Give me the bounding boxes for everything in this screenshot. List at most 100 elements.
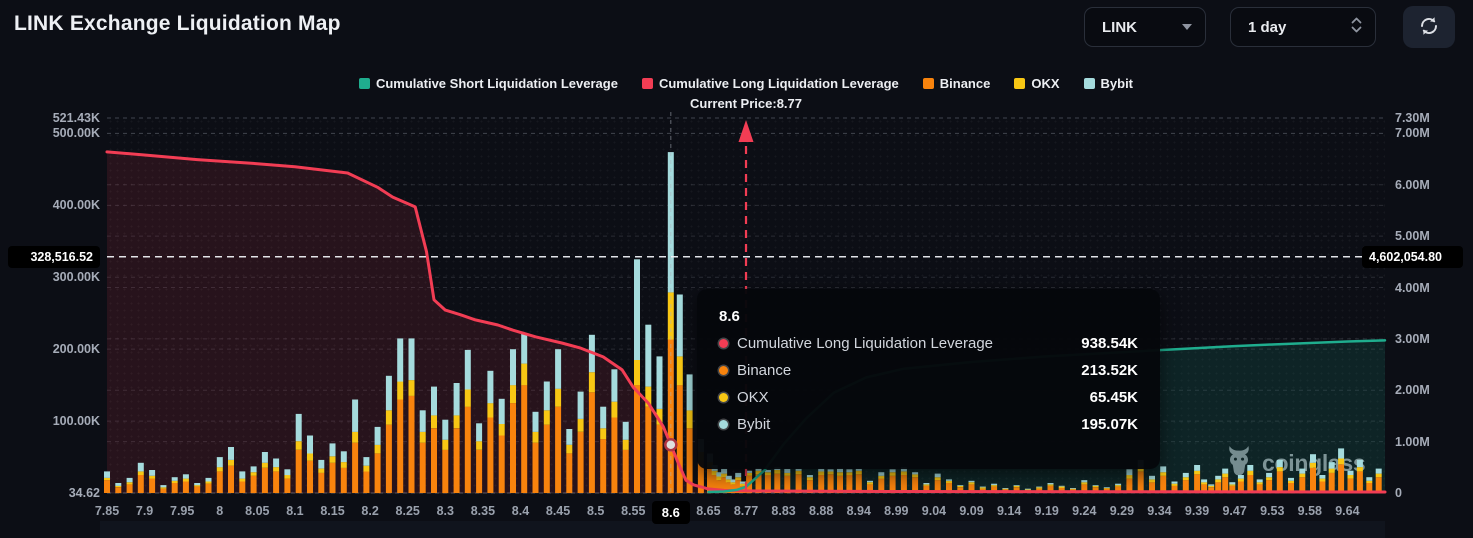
bar-segment-okx[interactable] [795,470,802,475]
bar-segment-bybit[interactable] [725,475,732,480]
bar-segment-bybit[interactable] [374,426,381,445]
bar-segment-okx[interactable] [453,415,460,429]
bar-segment-binance[interactable] [934,480,941,493]
bar-segment-bybit[interactable] [1013,485,1020,486]
bar-segment-bybit[interactable] [634,259,640,360]
bar-segment-bybit[interactable] [194,483,201,486]
bar-segment-bybit[interactable] [1299,468,1306,474]
bar-segment-binance[interactable] [385,424,392,493]
bar-segment-binance[interactable] [686,428,693,493]
bar-segment-okx[interactable] [352,431,359,443]
bar-segment-binance[interactable] [818,475,825,493]
bar-segment-binance[interactable] [1247,475,1254,493]
legend-item-okx[interactable]: OKX [1014,76,1060,91]
bar-segment-binance[interactable] [1215,482,1222,493]
bar-segment-okx[interactable] [1319,478,1326,482]
bar-segment-okx[interactable] [1137,467,1144,472]
bar-segment-binance[interactable] [1115,486,1122,494]
bar-segment-binance[interactable] [1375,477,1382,493]
bar-segment-okx[interactable] [735,477,742,481]
bar-segment-bybit[interactable] [1256,479,1263,483]
bar-segment-okx[interactable] [284,475,291,479]
bar-segment-okx[interactable] [1182,477,1189,481]
bar-segment-okx[interactable] [160,487,167,489]
bar-segment-bybit[interactable] [555,349,562,389]
bar-segment-bybit[interactable] [878,472,885,476]
bar-segment-binance[interactable] [1276,471,1283,493]
bar-segment-bybit[interactable] [934,473,941,478]
bar-segment-bybit[interactable] [1276,459,1283,468]
bar-segment-bybit[interactable] [721,468,728,474]
bar-segment-bybit[interactable] [946,479,952,481]
bar-segment-bybit[interactable] [1356,459,1363,468]
bar-segment-binance[interactable] [1182,480,1189,493]
bar-segment-okx[interactable] [900,471,907,475]
bar-segment-bybit[interactable] [784,468,791,473]
bar-segment-binance[interactable] [442,449,449,494]
bar-segment-bybit[interactable] [115,483,122,486]
bar-segment-bybit[interactable] [846,469,853,473]
bar-segment-okx[interactable] [725,479,732,483]
bar-segment-bybit[interactable] [1328,462,1335,469]
bar-segment-okx[interactable] [1247,470,1254,475]
bar-segment-binance[interactable] [656,424,663,493]
bar-segment-okx[interactable] [1229,484,1236,486]
bar-segment-bybit[interactable] [532,411,539,432]
bar-segment-bybit[interactable] [1002,488,1009,489]
bar-segment-bybit[interactable] [329,443,336,457]
bar-segment-okx[interactable] [855,470,862,475]
bar-segment-bybit[interactable] [795,468,802,471]
bar-segment-binance[interactable] [555,406,562,493]
bar-segment-binance[interactable] [634,385,640,493]
bar-segment-okx[interactable] [385,410,392,425]
bar-segment-okx[interactable] [464,389,471,407]
bar-segment-okx[interactable] [1092,485,1099,488]
bar-segment-bybit[interactable] [1247,465,1254,471]
bar-segment-bybit[interactable] [104,471,110,478]
bar-segment-binance[interactable] [521,385,528,493]
bar-segment-binance[interactable] [1171,485,1178,493]
bar-segment-bybit[interactable] [1310,454,1316,463]
bar-segment-binance[interactable] [1319,481,1326,494]
bar-segment-binance[interactable] [1201,484,1208,493]
bar-segment-bybit[interactable] [889,469,896,473]
bar-segment-binance[interactable] [711,475,718,493]
bar-segment-bybit[interactable] [1201,479,1208,483]
bar-segment-binance[interactable] [764,475,771,493]
bar-segment-binance[interactable] [846,475,853,493]
bar-segment-binance[interactable] [900,475,907,493]
bar-segment-bybit[interactable] [1288,477,1294,481]
bar-segment-okx[interactable] [419,431,426,443]
legend-item-cumulative-short[interactable]: Cumulative Short Liquidation Leverage [358,76,618,91]
bar-segment-okx[interactable] [1070,488,1076,490]
bar-segment-okx[interactable] [923,484,930,486]
bar-segment-okx[interactable] [1160,472,1167,476]
bar-segment-binance[interactable] [1328,472,1335,493]
bar-segment-okx[interactable] [431,415,437,429]
bar-segment-bybit[interactable] [837,467,843,473]
bar-segment-bybit[interactable] [991,483,998,486]
bar-segment-okx[interactable] [1356,467,1363,472]
bar-segment-okx[interactable] [273,467,280,472]
bar-segment-okx[interactable] [716,476,723,481]
bar-segment-okx[interactable] [1256,482,1263,485]
bar-segment-binance[interactable] [622,449,629,494]
bar-segment-binance[interactable] [1047,485,1054,493]
bar-segment-bybit[interactable] [1237,475,1244,479]
bar-segment-okx[interactable] [532,431,539,443]
bar-segment-binance[interactable] [340,467,347,494]
bar-segment-okx[interactable] [137,471,144,475]
bar-segment-bybit[interactable] [363,457,370,466]
bar-segment-bybit[interactable] [239,471,246,479]
bar-segment-bybit[interactable] [487,370,494,404]
bar-segment-binance[interactable] [194,486,201,494]
bar-segment-okx[interactable] [656,408,663,425]
bar-segment-okx[interactable] [730,482,737,485]
bar-segment-bybit[interactable] [1347,470,1354,475]
bar-segment-okx[interactable] [588,372,595,393]
bar-segment-bybit[interactable] [979,486,986,488]
bar-segment-okx[interactable] [1058,486,1065,488]
bar-segment-okx[interactable] [818,471,825,475]
bar-segment-bybit[interactable] [1338,448,1345,459]
bar-segment-bybit[interactable] [827,469,834,472]
